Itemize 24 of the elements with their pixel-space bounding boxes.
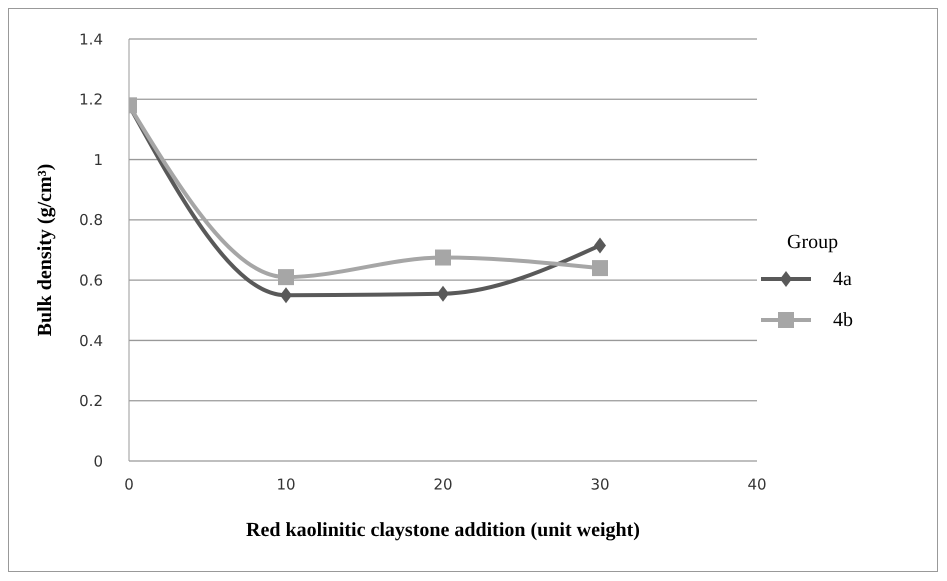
point [278, 269, 294, 286]
x-tick-label: 20 [433, 476, 453, 494]
x-tick-label: 0 [124, 476, 134, 494]
y-tick-label: 0 [93, 452, 103, 470]
x-tick-label: 30 [590, 476, 610, 494]
point [435, 250, 451, 266]
legend-title: Group [787, 230, 840, 254]
legend-label: 4b [833, 308, 853, 332]
point [592, 260, 608, 276]
x-axis-title: Red kaolinitic claystone addition (unit weight) [246, 519, 640, 541]
y-tick-label: 0.4 [79, 332, 103, 350]
y-tick-label: 0.6 [79, 271, 103, 290]
y-tick-label: 0.8 [79, 211, 103, 230]
x-tick-label: 40 [747, 476, 767, 494]
point [437, 286, 449, 302]
y-tick-label: 1.4 [79, 30, 103, 48]
point [594, 237, 606, 254]
y-tick-label: 1 [93, 150, 103, 169]
y-axis-title: Bulk density (g/cm³) [34, 164, 56, 336]
y-tick-label: 1.2 [79, 90, 103, 109]
legend-label: 4a [833, 268, 852, 290]
point [280, 287, 292, 304]
x-tick-label: 10 [276, 476, 296, 494]
y-tick-label: 0.2 [79, 392, 103, 410]
